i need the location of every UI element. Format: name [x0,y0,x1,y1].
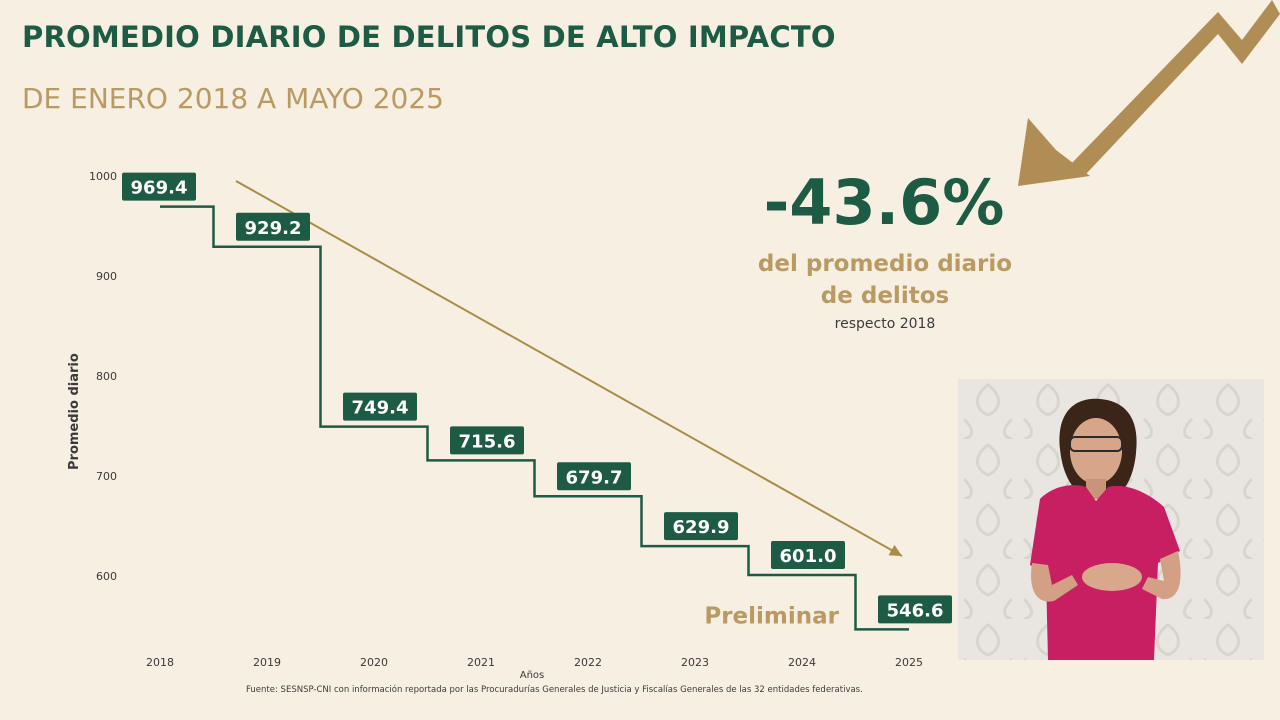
y-tick-label: 600 [96,570,117,583]
x-tick-label: 2020 [360,656,388,669]
value-label-box [557,462,631,491]
value-label: 929.2 [236,212,310,241]
series-step-line [160,205,909,631]
x-tick-label: 2025 [895,656,923,669]
y-tick-label: 700 [96,470,117,483]
down-trend-arrow-icon [1018,0,1280,186]
value-label: 601.0 [771,541,845,569]
interpreter-hands [1082,563,1142,591]
reduction-reference-note: respecto 2018 [834,316,936,332]
x-tick-label: 2022 [574,656,602,669]
x-tick-label: 2023 [681,656,709,669]
value-label-text: 679.7 [566,467,623,488]
y-tick-label: 1000 [89,170,117,183]
interpreter-figure [958,379,1264,660]
page-title: PROMEDIO DIARIO DE DELITOS DE ALTO IMPAC… [22,20,836,54]
x-tick-label: 2021 [467,656,495,669]
preliminary-annotation: Preliminar [704,603,839,629]
value-label: 749.4 [343,392,417,421]
y-axis: 1000 900 800 700 600 [89,170,117,583]
x-axis: 2018 2019 2020 2021 2022 2023 2024 2025 [146,656,923,669]
value-label-text: 969.4 [131,178,188,199]
sign-language-interpreter-video [958,379,1264,660]
value-label-box [236,212,310,241]
value-label: 715.6 [450,426,524,455]
value-label-box [343,392,417,421]
y-tick-label: 900 [96,270,117,283]
reduction-description-line1: del promedio diario [757,251,1013,277]
interpreter-arm-left [1030,563,1078,602]
reduction-percentage: -43.6% [763,166,1005,239]
value-label-box [771,541,845,569]
value-label-text: 749.4 [352,398,409,419]
y-axis-label: Promedio diario [67,353,82,470]
interpreter-arm-right [1142,551,1181,600]
x-tick-label: 2024 [788,656,816,669]
y-tick-label: 800 [96,370,117,383]
x-tick-label: 2019 [253,656,281,669]
trend-arrow-head [1018,118,1090,186]
value-label-text: 546.6 [887,600,944,621]
trend-arrow-head-marker [888,544,902,556]
value-label: 679.7 [557,462,631,491]
page-subtitle: DE ENERO 2018 A MAYO 2025 [22,82,444,115]
value-label: 546.6 [878,595,952,624]
trend-arrow-line [235,180,903,557]
interpreter-glasses [1069,436,1123,452]
value-label-text: 715.6 [459,431,516,452]
value-labels: 969.4 929.2 749.4 715.6 679.7 629.9 601.0 546.6 [122,172,952,624]
x-tick-label: 2018 [146,656,174,669]
trend-arrow-body [1070,0,1280,174]
value-label: 629.9 [664,512,738,541]
value-label-text: 929.2 [245,218,302,239]
value-label-box [122,172,196,201]
reduction-description-line2: de delitos [820,283,950,309]
value-label: 969.4 [122,172,196,201]
source-note: Fuente: SESNSP-CNI con información repor… [246,685,863,695]
value-label-box [664,512,738,541]
x-axis-label: Años [520,670,545,681]
value-label-box [450,426,524,455]
value-label-box [878,595,952,624]
reduction-description: del promedio diario de delitos [730,248,1040,312]
value-label-text: 601.0 [780,546,837,567]
value-label-text: 629.9 [673,517,730,538]
